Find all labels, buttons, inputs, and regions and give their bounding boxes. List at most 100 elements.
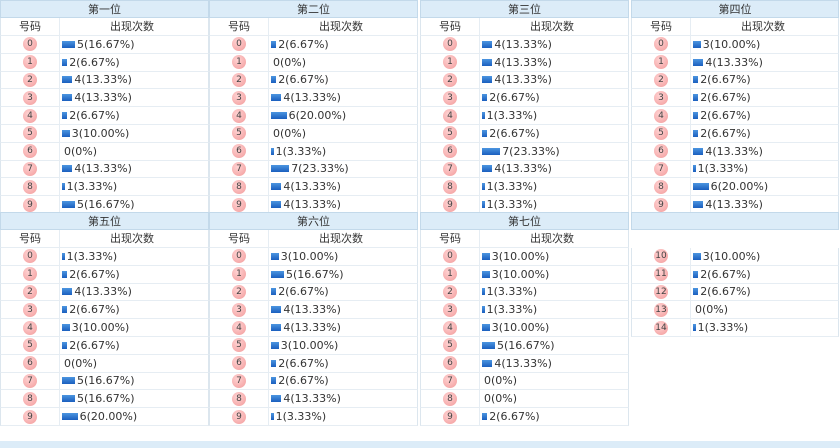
frequency-text: 2(6.67%) — [69, 109, 120, 123]
header-count: 出现次数 — [530, 20, 574, 33]
table-row: 0 1(3.33%) — [0, 248, 209, 266]
count-cell: 4(13.33%) — [60, 73, 208, 86]
number-cell: 8 — [1, 390, 60, 408]
frequency-text: 4(13.33%) — [283, 303, 341, 317]
table-row: 3 4(13.33%) — [209, 301, 418, 320]
number-ball: 7 — [654, 161, 668, 176]
frequency-bar — [271, 341, 279, 349]
number-cell: 7 — [421, 160, 480, 178]
header-number: 号码 — [1, 230, 60, 247]
count-cell: 1(3.33%) — [480, 180, 628, 193]
frequency-text: 4(13.33%) — [705, 55, 763, 69]
number-cell: 0 — [1, 248, 60, 265]
column-header: 号码 出现次数 — [0, 230, 209, 248]
frequency-text: 4(13.33%) — [74, 162, 132, 176]
number-ball: 2 — [232, 72, 246, 87]
frequency-text: 2(6.67%) — [700, 267, 751, 281]
count-cell: 5(16.67%) — [269, 268, 417, 281]
frequency-text: 0(0%) — [273, 126, 307, 140]
count-cell: 7(23.33%) — [480, 145, 628, 158]
number-ball: 0 — [23, 37, 37, 52]
count-cell: 1(3.33%) — [60, 180, 208, 193]
bottom-strip — [0, 441, 840, 448]
number-ball: 9 — [443, 197, 457, 212]
frequency-text: 0(0%) — [695, 303, 729, 317]
frequency-text: 4(13.33%) — [283, 392, 341, 406]
count-cell: 1(3.33%) — [480, 303, 628, 316]
panel-title: 第五位 — [0, 212, 209, 230]
frequency-bar — [482, 58, 493, 66]
frequency-bar — [482, 183, 485, 191]
count-cell: 2(6.67%) — [60, 268, 208, 281]
frequency-text: 4(13.33%) — [494, 162, 552, 176]
table-row: 4 2(6.67%) — [631, 107, 839, 125]
number-ball: 5 — [443, 126, 457, 141]
number-cell: 4 — [632, 107, 691, 124]
frequency-bar — [693, 270, 699, 278]
count-cell: 1(3.33%) — [480, 198, 628, 211]
number-ball: 0 — [23, 249, 37, 264]
table-row: 3 4(13.33%) — [0, 89, 209, 108]
frequency-text: 4(13.33%) — [283, 180, 341, 194]
count-cell: 2(6.67%) — [269, 285, 417, 298]
number-ball: 6 — [232, 144, 246, 159]
count-cell: 2(6.67%) — [269, 357, 417, 370]
count-cell: 4(13.33%) — [691, 198, 838, 211]
count-cell: 4(13.33%) — [480, 38, 628, 51]
count-cell: 4(13.33%) — [691, 56, 838, 69]
number-cell: 1 — [210, 53, 269, 71]
frequency-text: 7(23.33%) — [291, 162, 349, 176]
frequency-text: 0(0%) — [273, 55, 307, 69]
number-ball: 4 — [443, 108, 457, 123]
count-cell: 2(6.67%) — [691, 285, 838, 298]
number-ball: 6 — [232, 356, 246, 371]
table-row: 1 4(13.33%) — [420, 53, 629, 72]
number-ball: 4 — [654, 108, 668, 123]
table-row: 0 3(10.00%) — [420, 248, 629, 266]
count-cell: 1(3.33%) — [480, 109, 628, 122]
header-spacer — [631, 230, 839, 248]
header-count: 出现次数 — [319, 20, 363, 33]
frequency-bar — [482, 252, 490, 260]
number-cell: 2 — [1, 283, 60, 301]
number-cell: 3 — [421, 301, 480, 319]
count-cell: 1(3.33%) — [691, 162, 838, 175]
frequency-bar — [482, 306, 485, 314]
number-ball: 2 — [443, 284, 457, 299]
frequency-bar — [62, 377, 75, 385]
table-row: 2 4(13.33%) — [420, 71, 629, 90]
number-cell: 1 — [632, 53, 691, 71]
count-cell: 2(6.67%) — [269, 73, 417, 86]
table-row: 8 1(3.33%) — [420, 178, 629, 197]
number-cell: 8 — [1, 178, 60, 196]
count-cell: 5(16.67%) — [60, 374, 208, 387]
frequency-bar — [271, 183, 282, 191]
count-cell: 2(6.67%) — [60, 109, 208, 122]
count-cell: 0(0%) — [269, 127, 417, 140]
frequency-bar — [482, 40, 493, 48]
number-cell: 4 — [210, 107, 269, 124]
count-cell: 5(16.67%) — [60, 38, 208, 51]
table-row: 3 2(6.67%) — [631, 89, 839, 108]
number-ball: 3 — [23, 90, 37, 105]
frequency-bar — [693, 288, 699, 296]
frequency-text: 2(6.67%) — [278, 37, 329, 51]
number-cell: 1 — [1, 265, 60, 283]
number-cell: 3 — [1, 301, 60, 319]
frequency-bar — [482, 359, 493, 367]
frequency-text: 1(3.33%) — [275, 410, 327, 424]
number-ball: 7 — [443, 161, 457, 176]
frequency-text: 1(3.33%) — [66, 180, 118, 194]
frequency-text: 6(20.00%) — [288, 109, 347, 123]
frequency-bar — [693, 324, 696, 332]
frequency-bar — [62, 183, 65, 191]
frequency-bar — [693, 165, 696, 173]
frequency-text: 2(6.67%) — [489, 91, 540, 105]
frequency-text: 2(6.67%) — [278, 374, 329, 388]
number-cell: 9 — [1, 196, 60, 213]
number-cell: 0 — [210, 248, 269, 265]
number-cell: 2 — [210, 71, 269, 89]
header-count: 出现次数 — [319, 232, 363, 245]
count-cell: 4(13.33%) — [269, 91, 417, 104]
